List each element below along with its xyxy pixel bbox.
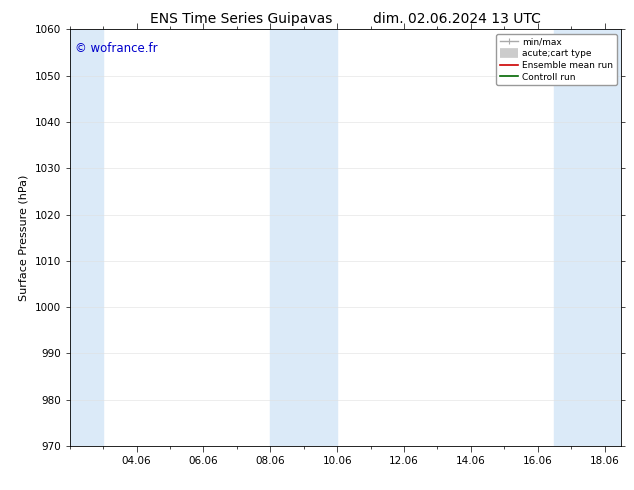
Bar xyxy=(270,29,337,446)
Legend: min/max, acute;cart type, Ensemble mean run, Controll run: min/max, acute;cart type, Ensemble mean … xyxy=(496,34,617,85)
Text: dim. 02.06.2024 13 UTC: dim. 02.06.2024 13 UTC xyxy=(373,12,540,26)
Y-axis label: Surface Pressure (hPa): Surface Pressure (hPa) xyxy=(19,174,29,301)
Text: ENS Time Series Guipavas: ENS Time Series Guipavas xyxy=(150,12,332,26)
Bar xyxy=(70,29,103,446)
Text: © wofrance.fr: © wofrance.fr xyxy=(75,42,158,55)
Bar xyxy=(555,29,621,446)
